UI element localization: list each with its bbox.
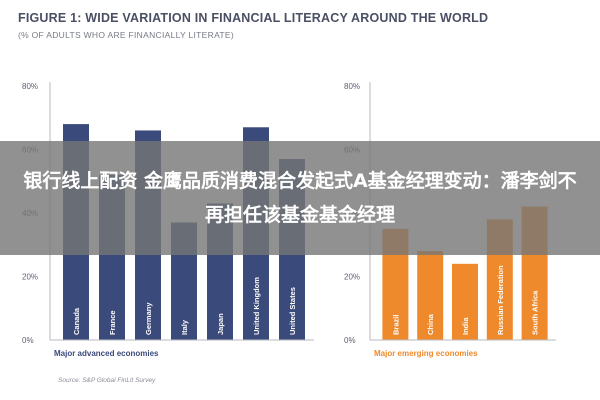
emerging-ytick-label: 20%	[344, 273, 360, 282]
emerging-category-label: India	[461, 317, 470, 335]
figure-subtitle: (% OF ADULTS WHO ARE FINANCIALLY LITERAT…	[18, 30, 235, 40]
advanced-group-label: Major advanced economies	[54, 349, 159, 358]
advanced-category-label: Germany	[144, 302, 153, 335]
emerging-category-label: China	[426, 313, 435, 335]
advanced-category-label: Italy	[180, 319, 189, 335]
emerging-category-label: Russian Federation	[496, 265, 505, 335]
advanced-category-label: United Kingdom	[252, 277, 261, 335]
advanced-category-label: Canada	[72, 307, 81, 335]
advanced-ytick-label: 20%	[22, 273, 38, 282]
advanced-category-label: Japan	[216, 313, 225, 335]
emerging-group-label: Major emerging economies	[374, 349, 478, 358]
advanced-category-label: France	[108, 310, 117, 335]
figure-title: FIGURE 1: WIDE VARIATION IN FINANCIAL LI…	[18, 11, 489, 25]
advanced-ytick-label: 0%	[22, 336, 34, 345]
emerging-ytick-label: 0%	[344, 336, 356, 345]
advanced-category-label: United States	[288, 287, 297, 335]
advanced-ytick-label: 80%	[22, 82, 38, 91]
emerging-category-label: South Africa	[531, 290, 540, 335]
emerging-ytick-label: 80%	[344, 82, 360, 91]
emerging-bar	[417, 251, 444, 340]
emerging-category-label: Brazil	[391, 315, 400, 335]
emerging-bar	[452, 263, 478, 340]
source-note: Source: S&P Global FinLit Survey	[58, 377, 156, 384]
banner-text: 银行线上配资 金鹰品质消费混合发起式A基金经理变动：潘李剑不再担任该基金基金经理	[23, 170, 577, 226]
overlay-banner: 银行线上配资 金鹰品质消费混合发起式A基金经理变动：潘李剑不再担任该基金基金经理	[0, 141, 600, 255]
